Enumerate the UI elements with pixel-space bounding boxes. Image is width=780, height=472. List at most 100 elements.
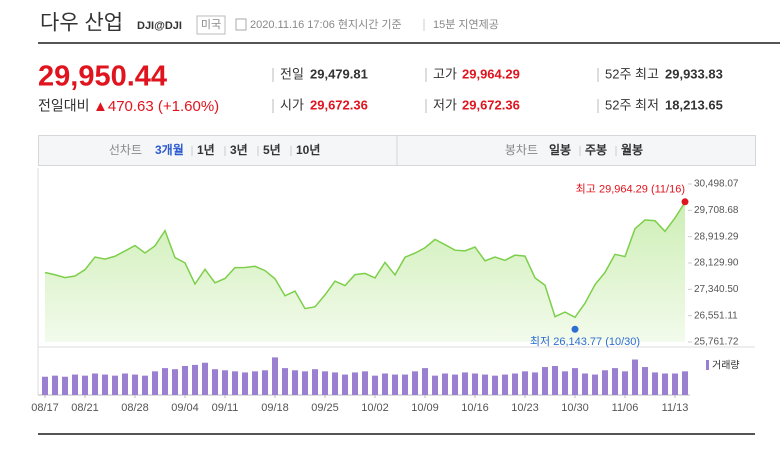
stat-value: 29,933.83 <box>665 66 723 81</box>
x-tick-label: 10/02 <box>361 402 389 414</box>
x-tick-label: 09/25 <box>311 402 339 414</box>
area-fill <box>45 202 685 342</box>
volume-bar <box>632 359 638 395</box>
volume-bar <box>102 374 108 395</box>
volume-bar <box>52 375 58 395</box>
chart: 25,761.72 26,551.11 27,340.50 28,129.90 28,9… <box>31 179 739 414</box>
volume-bar <box>532 372 538 395</box>
y-tick-label: 29,708.68 <box>694 205 739 216</box>
volume-bar <box>242 372 248 395</box>
volume-bar <box>642 367 648 395</box>
volume-bar <box>372 375 378 395</box>
volume-bar <box>442 373 448 395</box>
change-label: 전일대비 <box>38 98 90 114</box>
tab[interactable]: 10년 <box>296 143 320 157</box>
volume-bar <box>672 373 678 395</box>
volume-bar <box>162 368 168 395</box>
volume-bar <box>292 370 298 395</box>
volume-label: 거래량 <box>712 360 740 372</box>
title: 다우 산업 <box>40 12 123 35</box>
x-tick-label: 10/09 <box>411 402 439 414</box>
volume-bar <box>592 374 598 395</box>
y-tick-label: 25,761.72 <box>694 337 739 348</box>
change: ▲470.63 (+1.60%) <box>93 98 219 115</box>
tab[interactable]: 월봉 <box>621 142 643 157</box>
stat-value: 29,672.36 <box>462 97 520 112</box>
annotation-dot <box>571 325 579 333</box>
y-tick-label: 30,498.07 <box>694 179 739 190</box>
volume-bar <box>482 374 488 395</box>
y-tick-label: 26,551.11 <box>694 310 738 321</box>
volume-bar <box>302 371 308 395</box>
volume-bar <box>382 373 388 395</box>
stat-label: 저가 <box>433 97 457 112</box>
volume-bar <box>432 375 438 395</box>
stat-value: 29,964.29 <box>462 66 520 81</box>
country: 미국 <box>201 18 221 31</box>
volume-bar <box>272 357 278 395</box>
volume-bar <box>322 371 328 395</box>
volume-bar <box>622 371 628 395</box>
tabs: 3개월 1년 3년 5년 10년 일봉 주봉 월봉 <box>155 142 643 157</box>
stat-label: 전일 <box>280 66 304 81</box>
volume-bar <box>182 365 188 395</box>
volume-bar <box>342 374 348 395</box>
volume-bar <box>42 376 48 395</box>
x-tick-label: 08/21 <box>71 402 99 414</box>
volume-bar <box>212 369 218 395</box>
stat-label: 고가 <box>433 66 457 81</box>
stat-value: 18,213.65 <box>665 97 723 112</box>
volume-bar <box>262 370 268 395</box>
annotation: 최고 29,964.29 (11/16) <box>576 183 685 196</box>
stat-value: 29,479.81 <box>310 66 368 81</box>
tab[interactable]: 5년 <box>263 143 281 157</box>
volume-bar <box>112 375 118 395</box>
x-tick-label: 11/06 <box>612 402 639 414</box>
x-tick-label: 10/16 <box>461 402 489 414</box>
x-tick-label: 08/17 <box>31 402 59 414</box>
volume-bar <box>562 371 568 395</box>
volume-bar <box>572 368 578 395</box>
volume-bar <box>542 367 548 395</box>
volume-bar <box>202 362 208 395</box>
tab[interactable]: 3개월 <box>155 142 184 157</box>
tab[interactable]: 주봉 <box>585 143 607 157</box>
volume-bar <box>282 368 288 395</box>
x-tick-label: 09/04 <box>171 402 199 414</box>
volume-bar <box>122 373 128 395</box>
y-tick-label: 28,919.29 <box>694 231 739 242</box>
timestamp: 2020.11.16 17:06 현지시간 기준 <box>250 18 402 31</box>
volume-bar <box>582 373 588 395</box>
volume-bar <box>682 371 688 395</box>
stats: 전일 29,479.81 고가 29,964.29 52주 최고 29,933.83 시가 2… <box>272 66 723 113</box>
tab[interactable]: 3년 <box>230 143 248 157</box>
volume-bar <box>332 372 338 395</box>
price: 29,950.44 <box>38 61 167 93</box>
country-badge <box>196 15 226 35</box>
volume-icon <box>706 360 709 370</box>
volume-bar <box>132 374 138 395</box>
y-tick-label: 28,129.90 <box>694 258 739 269</box>
x-tick-label: 11/13 <box>662 402 689 414</box>
annotation: 최저 26,143.77 (10/30) <box>530 335 640 348</box>
volume-bar <box>312 369 318 395</box>
tab[interactable]: 1년 <box>197 143 215 157</box>
calendar-icon <box>235 18 247 31</box>
volume-bar <box>512 373 518 395</box>
volume-bar <box>402 374 408 395</box>
y-tick-label: 27,340.50 <box>694 284 739 295</box>
volume-bar <box>492 375 498 395</box>
volume-bar <box>362 371 368 395</box>
x-tick-label: 10/30 <box>561 402 589 414</box>
volume-bar <box>652 372 658 395</box>
volume-bar <box>62 376 68 395</box>
volume-bar <box>232 371 238 395</box>
x-tick-label: 10/23 <box>511 402 539 414</box>
volume-bar <box>422 368 428 395</box>
volume-bar <box>92 373 98 395</box>
tab[interactable]: 일봉 <box>549 143 571 157</box>
volume-bar <box>82 375 88 395</box>
volume-bar <box>662 373 668 395</box>
volume-bar <box>502 374 508 395</box>
